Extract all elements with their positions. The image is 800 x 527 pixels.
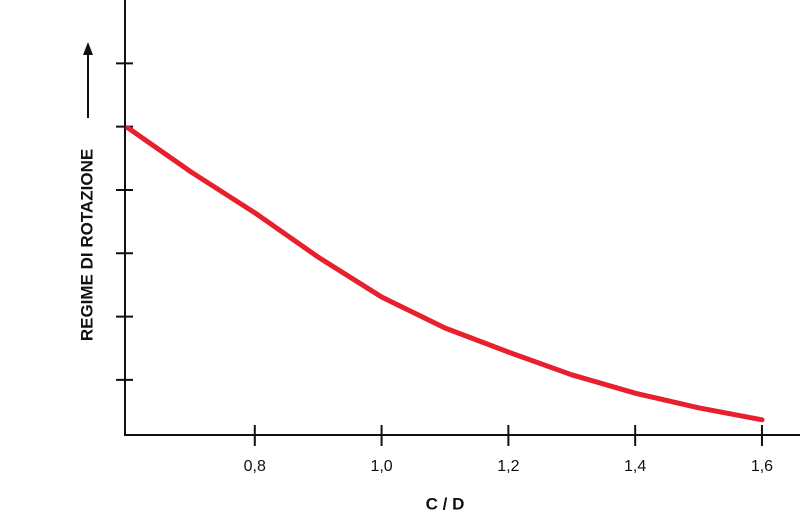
y-axis-arrowhead [83,42,93,55]
x-tick-label: 0,8 [244,458,266,475]
x-tick-label: 1,6 [751,458,773,475]
x-tick-label: 1,0 [370,458,392,475]
x-tick-label: 1,2 [497,458,519,475]
y-axis-label: REGIME DI ROTAZIONE [77,149,96,341]
x-axis-label: C / D [426,494,465,513]
data-line [125,125,765,423]
x-tick-label: 1,4 [624,458,646,475]
